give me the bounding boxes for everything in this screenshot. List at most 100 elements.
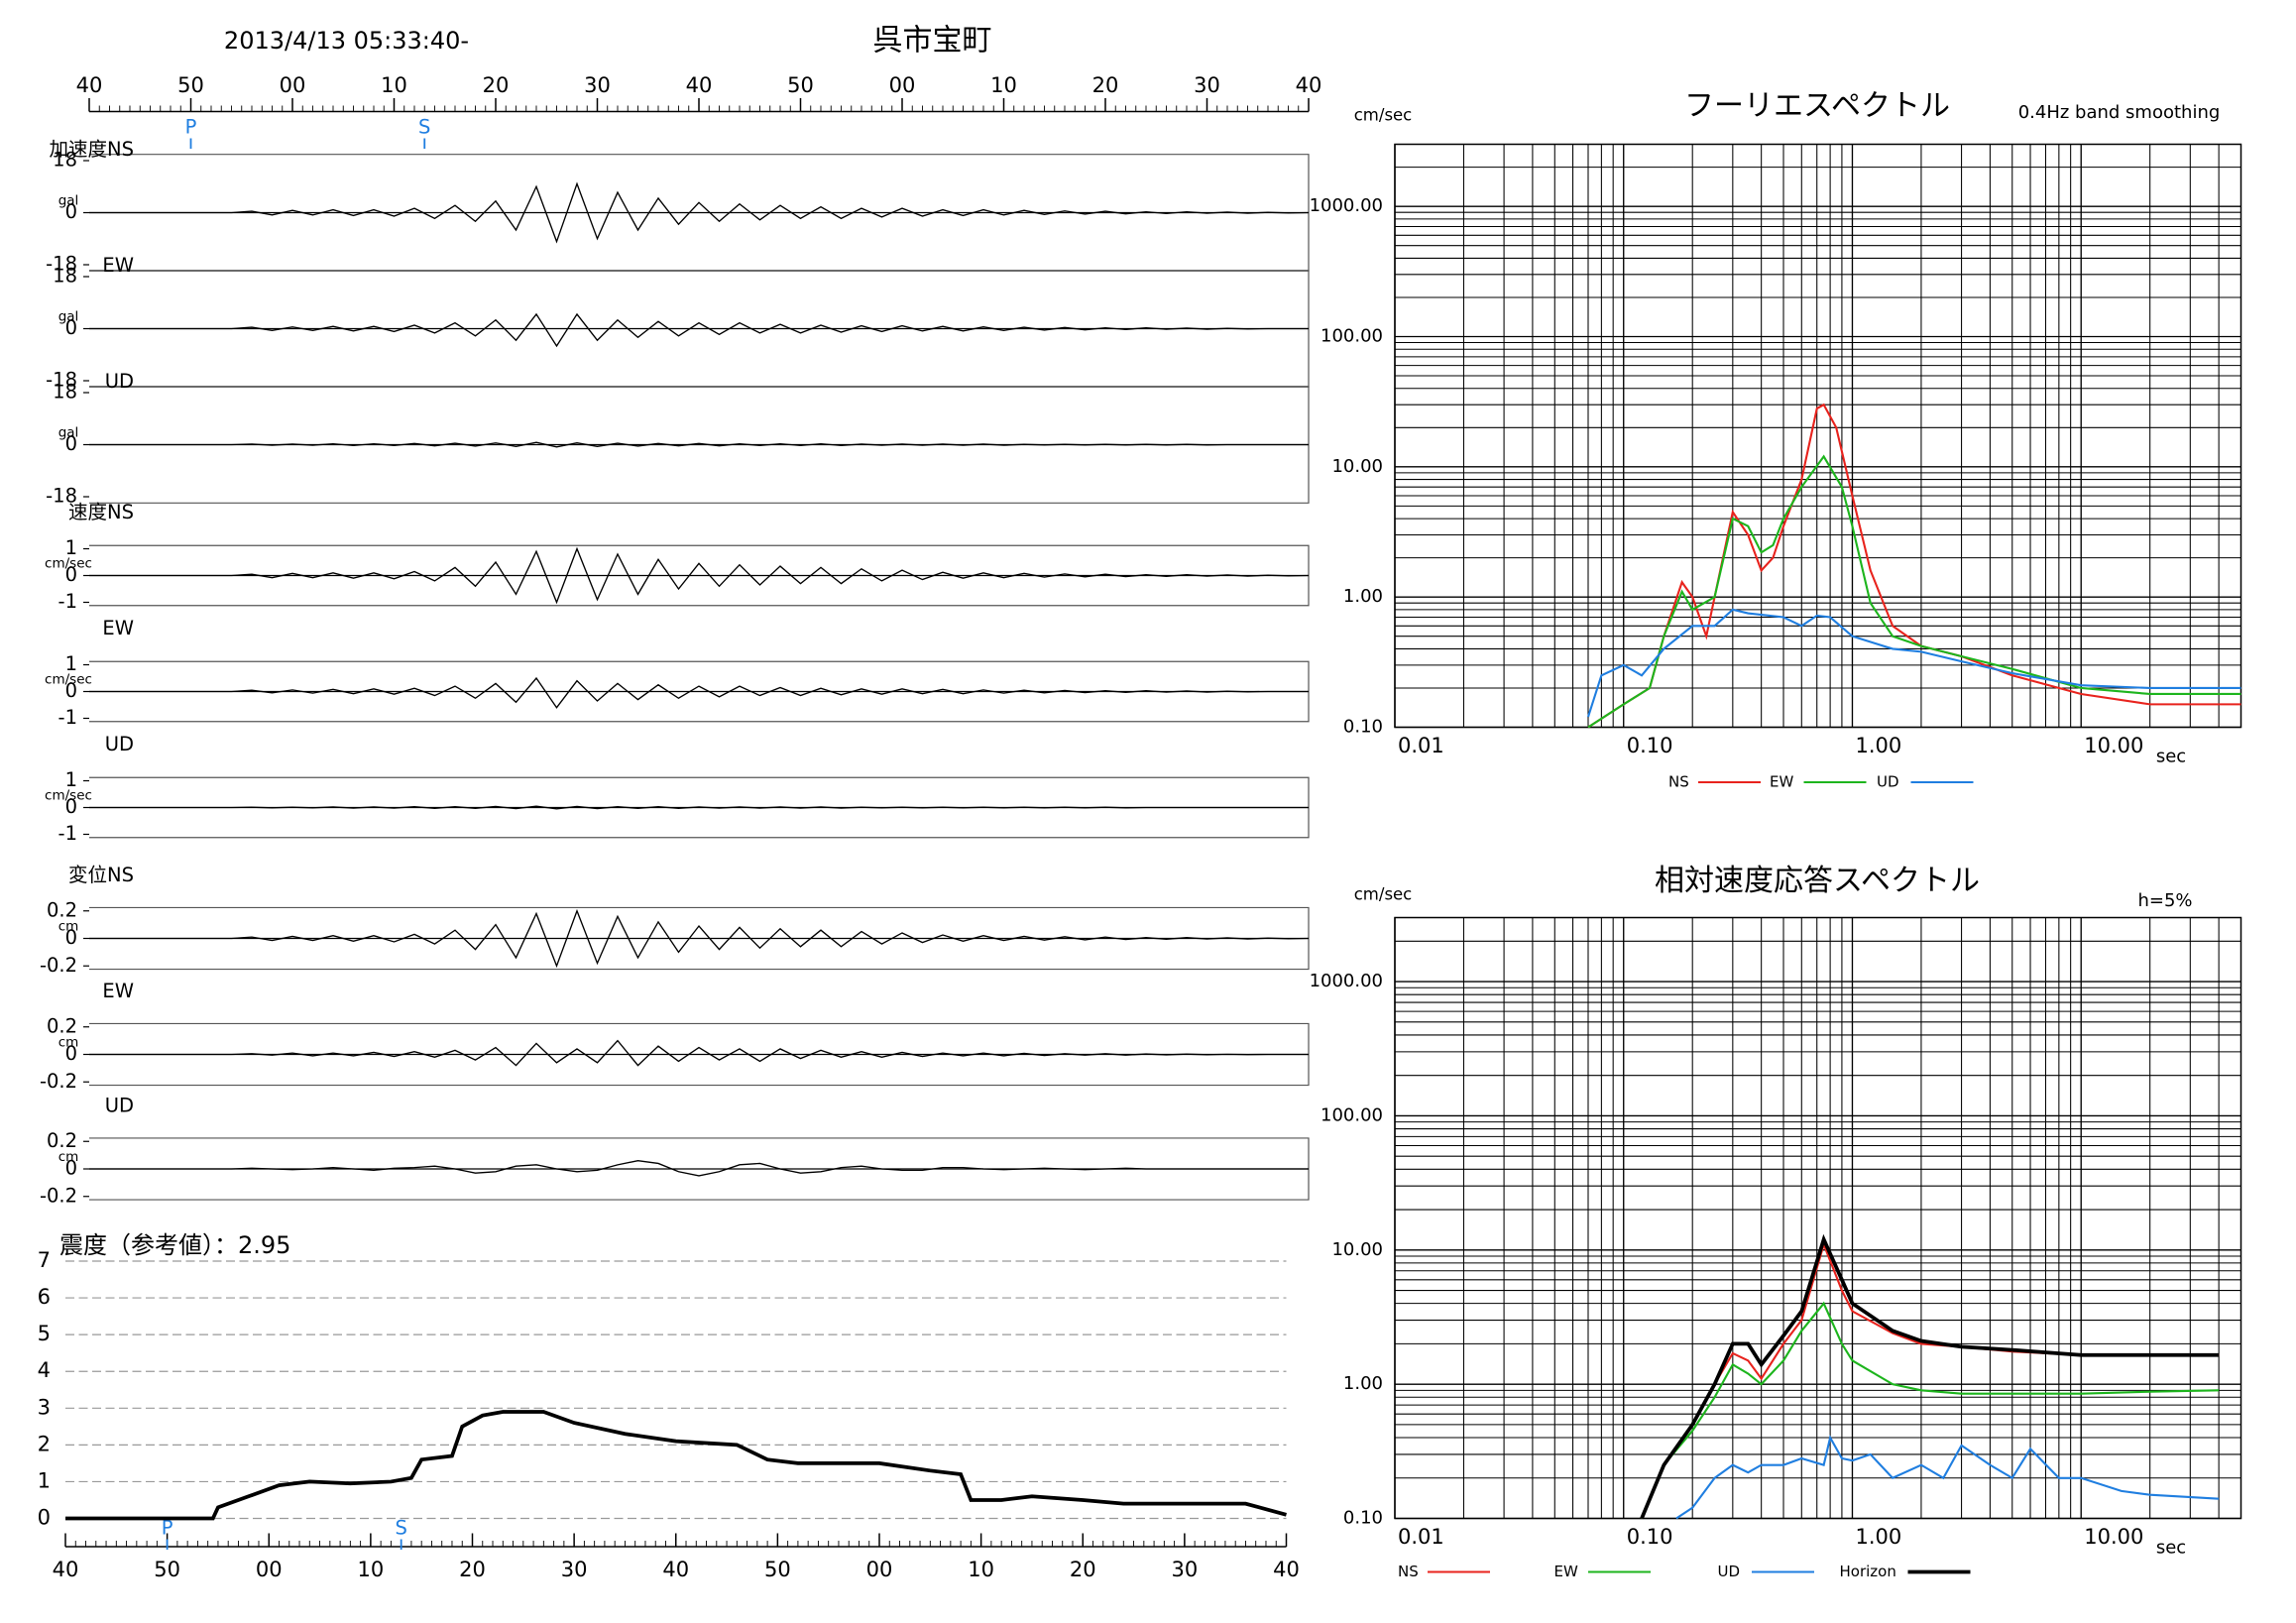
y-tick-label: 0.2	[47, 898, 77, 921]
y-tick-label: -18	[46, 369, 77, 392]
record-time: 2013/4/13 05:33:40-	[224, 27, 469, 55]
y-tick-label: 0	[65, 1042, 77, 1065]
legend-label: EW	[1770, 773, 1793, 791]
y-tick-label: -1	[58, 590, 77, 613]
x-tick-label: 00	[866, 1558, 893, 1581]
phase-marker-label: P	[185, 116, 197, 139]
y-tick-label: 0.10	[1343, 1508, 1383, 1529]
unit-label: gal	[58, 309, 79, 325]
legend-label: NS	[1398, 1563, 1419, 1580]
panel-label: EW	[102, 980, 134, 1002]
waveform-trace	[89, 805, 1309, 810]
x-tick-label: 40	[1296, 73, 1322, 97]
x-tick-label: 10	[381, 73, 407, 97]
x-tick-label: 20	[483, 73, 510, 97]
y-tick-label: 1	[38, 1468, 51, 1492]
y-axis-label: cm/sec	[1354, 106, 1413, 125]
y-tick-label: 0	[65, 316, 77, 339]
y-tick-label: 1	[65, 536, 77, 559]
y-tick-label: 1.00	[1343, 1373, 1383, 1394]
fourier-title: フーリエスペクトル	[1684, 89, 1950, 124]
x-tick-label: 10	[358, 1558, 385, 1581]
spectrum-line	[1587, 454, 2241, 729]
legend-label: EW	[1554, 1563, 1578, 1580]
panel-label: EW	[102, 617, 134, 639]
y-tick-label: 0	[65, 795, 77, 818]
y-tick-label: 5	[38, 1322, 51, 1345]
x-tick-label: 0.01	[1398, 734, 1444, 757]
x-tick-label: 40	[76, 73, 103, 97]
waveform-trace	[89, 908, 1310, 969]
x-tick-label: 20	[1092, 73, 1119, 97]
y-tick-label: 1.00	[1343, 586, 1383, 607]
legend-label: Horizon	[1840, 1563, 1896, 1580]
y-tick-label: 0.2	[47, 1014, 77, 1037]
x-tick-label: 30	[1172, 1558, 1199, 1581]
unit-label: cm	[58, 1035, 79, 1051]
y-tick-label: 100.00	[1320, 325, 1383, 346]
fourier-subtitle: 0.4Hz band smoothing	[2018, 102, 2221, 123]
waveform-trace	[89, 181, 1310, 244]
y-tick-label: 0	[65, 1157, 77, 1180]
x-tick-label: 50	[154, 1558, 180, 1581]
station-title: 呉市宝町	[873, 24, 992, 58]
unit-label: gal	[58, 193, 79, 209]
waveform-trace	[89, 441, 1309, 448]
intensity-title: 震度（参考値）：2.95	[59, 1231, 290, 1259]
unit-label: cm	[58, 919, 79, 935]
y-tick-label: 0.10	[1343, 717, 1383, 738]
x-tick-label: 0.01	[1398, 1525, 1444, 1549]
x-tick-label: 40	[1273, 1558, 1300, 1581]
x-tick-label: 40	[686, 73, 713, 97]
phase-marker-label: S	[395, 1517, 406, 1540]
x-tick-label: 10.00	[2084, 1525, 2143, 1549]
y-tick-label: -1	[58, 706, 77, 729]
response-title: 相対速度応答スペクトル	[1655, 864, 1980, 898]
x-tick-label: 40	[53, 1558, 79, 1581]
x-tick-label: 20	[1070, 1558, 1096, 1581]
panel-label: 変位NS	[68, 864, 134, 886]
x-tick-label: 00	[256, 1558, 283, 1581]
x-tick-label: 0.10	[1627, 1525, 1673, 1549]
panel-label: UD	[105, 1095, 134, 1117]
panel-label: 加速度NS	[50, 138, 134, 161]
waveform-trace	[89, 546, 1310, 605]
legend-label: UD	[1718, 1563, 1741, 1580]
x-tick-label: 00	[889, 73, 916, 97]
x-axis-label: sec	[2156, 747, 2186, 767]
y-tick-label: 2	[38, 1432, 51, 1455]
y-tick-label: -0.2	[40, 954, 77, 977]
y-tick-label: 0	[65, 563, 77, 586]
panel-label: EW	[102, 254, 134, 277]
y-tick-label: 100.00	[1320, 1104, 1383, 1125]
x-tick-label: 40	[662, 1558, 689, 1581]
y-tick-label: 7	[38, 1248, 51, 1272]
panel-label: UD	[105, 733, 134, 755]
y-tick-label: 0	[65, 200, 77, 223]
waveform-trace	[89, 1039, 1309, 1067]
legend-label: UD	[1877, 773, 1899, 791]
y-axis-label: cm/sec	[1354, 885, 1413, 904]
x-tick-label: 1.00	[1855, 1525, 1901, 1549]
y-tick-label: 10.00	[1331, 456, 1383, 477]
unit-label: cm/sec	[45, 672, 92, 688]
x-tick-label: 30	[561, 1558, 588, 1581]
phase-marker-label: S	[418, 116, 430, 139]
x-tick-label: 30	[584, 73, 611, 97]
spectrum-line	[1675, 1435, 2220, 1520]
intensity-line	[65, 1410, 1287, 1521]
y-tick-label: -0.2	[40, 1184, 77, 1207]
x-axis-label: sec	[2156, 1538, 2186, 1559]
unit-label: cm/sec	[45, 788, 92, 804]
x-tick-label: 50	[177, 73, 204, 97]
y-tick-label: -18	[46, 253, 77, 276]
y-tick-label: 1000.00	[1310, 971, 1383, 991]
x-tick-label: 00	[280, 73, 306, 97]
x-tick-label: 0.10	[1627, 734, 1673, 757]
y-tick-label: 18	[53, 265, 77, 288]
x-tick-label: 50	[787, 73, 814, 97]
y-tick-label: 0	[65, 432, 77, 455]
y-tick-label: -1	[58, 822, 77, 845]
